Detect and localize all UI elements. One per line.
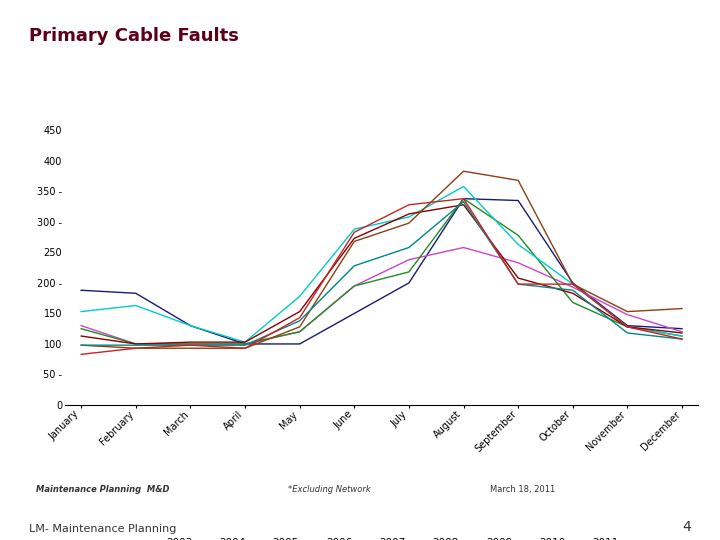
Text: LM- Maintenance Planning: LM- Maintenance Planning: [29, 523, 176, 534]
Text: Primary Cable Faults: Primary Cable Faults: [29, 27, 238, 45]
Text: March 18, 2011: March 18, 2011: [490, 485, 555, 494]
Legend: 2003, 2004, 2005, 2006, 2007, 2008, 2009, 2010, 2011: 2003, 2004, 2005, 2006, 2007, 2008, 2009…: [140, 534, 624, 540]
Text: *Excluding Network: *Excluding Network: [288, 485, 371, 494]
Text: 4: 4: [683, 519, 691, 534]
Text: Maintenance Planning  M&D: Maintenance Planning M&D: [36, 485, 169, 494]
